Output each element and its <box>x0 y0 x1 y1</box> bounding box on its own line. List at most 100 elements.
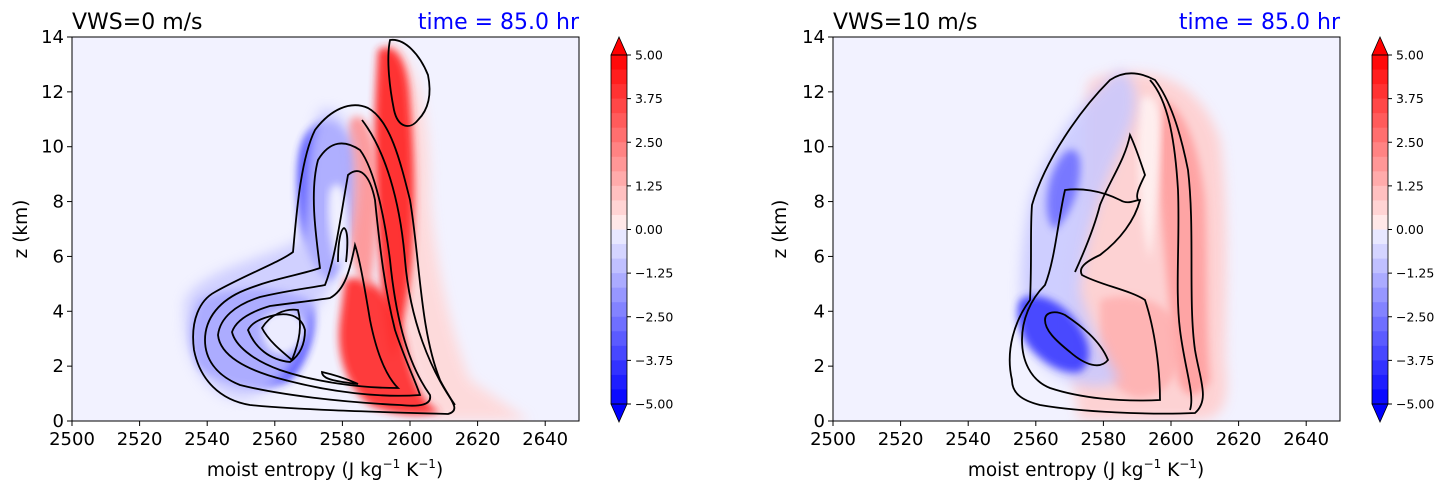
colorbar-level <box>1372 200 1388 216</box>
y-axis-label: z (km) <box>770 200 791 259</box>
colorbar-level <box>1372 127 1388 143</box>
x-tick-label: 2600 <box>1148 429 1194 450</box>
colorbar-level <box>1372 55 1388 71</box>
colorbar-level <box>1372 345 1388 361</box>
contour-outer <box>1008 72 1204 415</box>
y-tick-label: 10 <box>41 137 64 158</box>
panel-vws10: VWS=10 m/s time = 85.0 hr 2500 25 <box>770 10 1434 481</box>
contour-inner-left <box>1021 188 1161 402</box>
panel-title-left: VWS=0 m/s <box>72 10 203 35</box>
plot-frame <box>832 36 1341 422</box>
colorbar-level <box>611 273 627 289</box>
negative-upper-lobe <box>1046 149 1081 230</box>
plot-area <box>833 37 1340 421</box>
y-tick-label: 6 <box>814 246 825 267</box>
x-axis-label: moist entropy (J kg−1 K−1) <box>207 457 443 481</box>
panel-title-right: time = 85.0 hr <box>1179 10 1341 35</box>
colorbar-tick-label: 3.75 <box>1396 91 1424 106</box>
colorbar-tick-label: −3.75 <box>1396 353 1434 368</box>
colorbar-level <box>611 69 627 85</box>
colorbar-tick-label: 5.00 <box>635 48 663 63</box>
colorbar-level <box>1372 84 1388 100</box>
y-tick-label: 14 <box>41 27 64 48</box>
filled-contours <box>1017 70 1227 420</box>
colorbar-level <box>1372 98 1388 114</box>
y-tick-label: 4 <box>814 301 825 322</box>
colorbar-extend-min <box>1371 403 1389 423</box>
colorbar-level <box>611 142 627 158</box>
contour-inner-col <box>337 226 349 263</box>
x-axis: 2500 2520 2540 2560 2580 2600 2620 2640 <box>810 421 1329 450</box>
colorbar-tick-label: −5.00 <box>1396 397 1434 412</box>
colorbar-level <box>611 331 627 347</box>
colorbar-tick-label: 1.25 <box>635 178 663 193</box>
y-axis: 0 2 4 6 8 10 12 14 <box>41 27 72 432</box>
y-tick-label: 4 <box>53 301 64 322</box>
colorbar-level <box>1372 156 1388 172</box>
colorbar-level <box>1372 113 1388 129</box>
colorbar-level <box>611 84 627 100</box>
colorbar-level <box>611 287 627 303</box>
colorbar-level <box>1372 69 1388 85</box>
panel-title-right: time = 85.0 hr <box>418 10 580 35</box>
x-tick-label: 2640 <box>522 429 568 450</box>
colorbar-level <box>1372 142 1388 158</box>
colorbar-level <box>1372 229 1388 245</box>
colorbar-tick-label: 2.50 <box>1396 135 1424 150</box>
contour-loop-bottom <box>321 370 359 385</box>
contour-lower-loop <box>1044 311 1110 367</box>
colorbar-level <box>611 127 627 143</box>
colorbar-tick-label: −3.75 <box>635 353 673 368</box>
y-tick-label: 8 <box>53 192 64 213</box>
x-tick-label: 2520 <box>117 429 163 450</box>
colorbar-level <box>611 214 627 230</box>
colorbar-level <box>611 389 627 405</box>
x-tick-label: 2500 <box>810 429 856 450</box>
x-tick-label: 2560 <box>1013 429 1059 450</box>
colorbar-level <box>611 374 627 390</box>
contour-inner-right <box>1149 79 1193 411</box>
colorbar-level <box>611 113 627 129</box>
y-tick-label: 8 <box>814 192 825 213</box>
colorbar-level <box>611 156 627 172</box>
y-axis: 0 2 4 6 8 10 12 14 <box>802 27 833 432</box>
colorbar-level <box>611 258 627 274</box>
colorbar-level <box>1372 360 1388 376</box>
y-tick-label: 6 <box>53 246 64 267</box>
colorbar: 5.00 3.75 2.50 1.25 0.00 −1.25 −2.50 −3.75 −5.00 <box>1371 36 1434 423</box>
colorbar-level <box>1372 214 1388 230</box>
colorbar-level <box>611 171 627 187</box>
colorbar-level <box>1372 316 1388 332</box>
x-tick-label: 2640 <box>1283 429 1329 450</box>
colorbar-level <box>1372 185 1388 201</box>
contour-right-outer <box>361 119 456 406</box>
colorbar-tick-label: −2.50 <box>1396 309 1434 324</box>
contour-4 <box>231 241 401 389</box>
colorbar-level <box>1372 389 1388 405</box>
x-tick-label: 2580 <box>319 429 365 450</box>
colorbar-tick-label: −1.25 <box>635 266 673 281</box>
x-tick-label: 2540 <box>945 429 991 450</box>
x-tick-label: 2600 <box>387 429 433 450</box>
colorbar-level <box>1372 374 1388 390</box>
colorbar-tick-label: −2.50 <box>635 309 673 324</box>
colorbar-tick-label: −1.25 <box>1396 266 1434 281</box>
colorbar-tick-label: 1.25 <box>1396 178 1424 193</box>
colorbar-level <box>1372 273 1388 289</box>
colorbar-tick-label: 0.00 <box>1396 222 1424 237</box>
panel-title-left: VWS=10 m/s <box>833 10 978 35</box>
colorbar-level <box>1372 302 1388 318</box>
plot-area <box>72 37 579 421</box>
colorbar-level <box>611 244 627 260</box>
colorbar-level <box>1372 171 1388 187</box>
contour-upper-loop <box>387 39 431 127</box>
plot-frame <box>71 36 580 422</box>
contour-upper-strand <box>1074 132 1146 273</box>
colorbar-tick-label: 5.00 <box>1396 48 1424 63</box>
colorbar-tick-label: 0.00 <box>635 222 663 237</box>
x-tick-label: 2540 <box>184 429 230 450</box>
line-contours <box>1008 72 1204 415</box>
colorbar-extend-max <box>610 36 628 56</box>
y-axis-label: z (km) <box>11 200 32 259</box>
